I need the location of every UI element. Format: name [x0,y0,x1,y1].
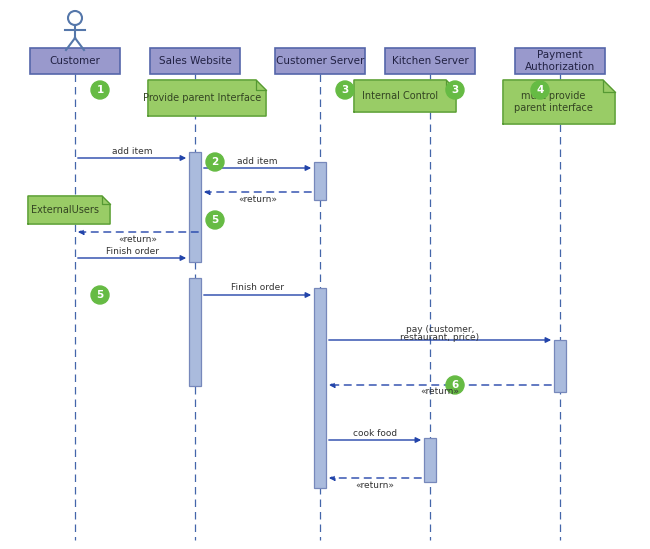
Text: pay (customer,: pay (customer, [406,324,474,333]
Text: add item: add item [237,156,278,165]
FancyBboxPatch shape [554,340,566,392]
Text: Kitchen Server: Kitchen Server [391,56,469,66]
FancyBboxPatch shape [275,48,365,74]
Polygon shape [354,80,456,112]
Text: Customer: Customer [49,56,101,66]
Circle shape [206,153,224,171]
Text: «return»: «return» [118,234,157,244]
Polygon shape [148,80,266,116]
Text: 5: 5 [96,290,103,300]
Text: add item: add item [112,147,152,155]
Circle shape [206,211,224,229]
Text: 1: 1 [96,85,103,95]
Circle shape [91,81,109,99]
FancyBboxPatch shape [314,162,326,200]
Text: Finish order: Finish order [231,283,284,293]
Text: 3: 3 [341,85,348,95]
FancyBboxPatch shape [385,48,475,74]
Text: ExternalUsers: ExternalUsers [31,205,99,215]
Text: Sales Website: Sales Website [159,56,231,66]
FancyBboxPatch shape [189,278,201,386]
Text: Internal Control: Internal Control [362,91,438,101]
FancyBboxPatch shape [189,152,201,262]
FancyBboxPatch shape [150,48,240,74]
FancyBboxPatch shape [30,48,120,74]
Text: «return»: «return» [356,480,395,490]
FancyBboxPatch shape [515,48,605,74]
Circle shape [446,376,464,394]
Circle shape [531,81,549,99]
Polygon shape [503,80,615,124]
Circle shape [446,81,464,99]
Text: 6: 6 [451,380,459,390]
Text: must provide
parent interface: must provide parent interface [514,91,592,113]
Text: Finish order: Finish order [105,247,159,255]
Text: 3: 3 [451,85,459,95]
Text: Payment
Authorization: Payment Authorization [525,50,595,72]
Polygon shape [28,196,110,224]
FancyBboxPatch shape [314,288,326,488]
Text: 5: 5 [211,215,218,225]
Circle shape [336,81,354,99]
Text: Customer Server: Customer Server [276,56,364,66]
Text: 2: 2 [211,157,218,167]
Text: cook food: cook food [353,429,397,438]
Text: Provide parent Interface: Provide parent Interface [143,93,261,103]
Circle shape [91,286,109,304]
Text: «return»: «return» [421,388,460,396]
Text: 4: 4 [536,85,543,95]
Text: «return»: «return» [238,194,277,204]
Text: restaurant, price): restaurant, price) [400,333,480,343]
FancyBboxPatch shape [424,438,436,482]
